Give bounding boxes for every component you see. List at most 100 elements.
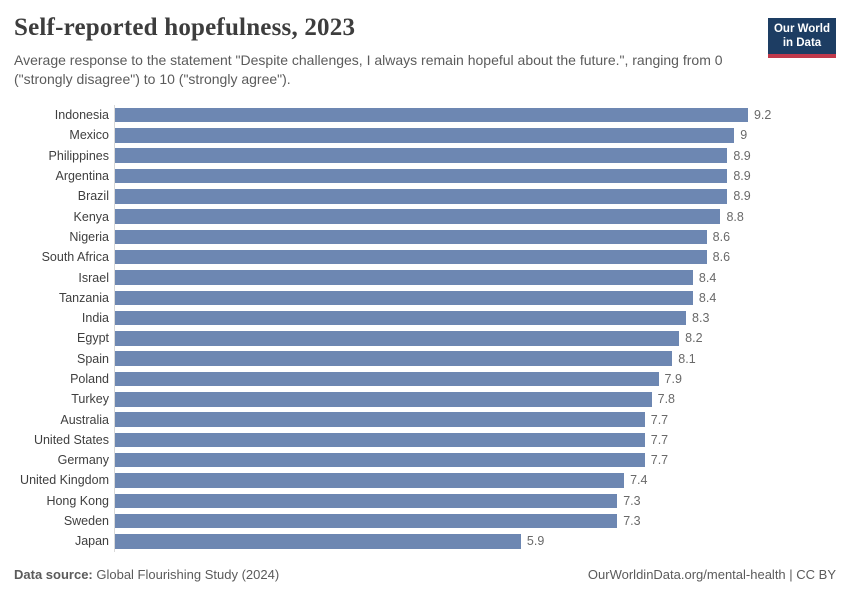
bar-row: Japan 5.9 [6, 531, 815, 552]
bar-track: 9 [114, 125, 815, 146]
bar-track: 8.9 [114, 145, 815, 166]
bar-track: 7.4 [114, 470, 815, 491]
data-source-label: Data source: [14, 567, 93, 582]
country-label: Philippines [48, 148, 109, 163]
value-label: 8.9 [733, 189, 751, 204]
bar-track: 7.8 [114, 389, 815, 410]
bar[interactable] [115, 189, 728, 204]
bar-track: 8.8 [114, 206, 815, 227]
bar-row: Egypt 8.2 [6, 328, 815, 349]
country-label: United Kingdom [20, 473, 109, 488]
country-label: South Africa [41, 250, 109, 265]
value-label: 8.3 [692, 311, 710, 326]
bar[interactable] [115, 331, 680, 346]
bar-row: Nigeria 8.6 [6, 226, 815, 248]
attribution: OurWorldinData.org/mental-health | CC BY [587, 567, 836, 582]
bar-row: Australia 7.7 [6, 409, 815, 430]
country-label: Egypt [77, 331, 109, 346]
bar[interactable] [115, 534, 521, 549]
bar-row: Philippines 8.9 [6, 145, 815, 166]
bar[interactable] [115, 351, 673, 366]
bar-track: 7.3 [114, 510, 815, 532]
bar-row: United States 7.7 [6, 429, 815, 451]
country-label: Mexico [69, 128, 109, 143]
bar[interactable] [115, 473, 625, 488]
bar-track: 8.9 [114, 165, 815, 187]
bar-track: 8.3 [114, 307, 815, 329]
bar[interactable] [115, 392, 652, 407]
chart-header: Self-reported hopefulness, 2023 Average … [14, 14, 836, 89]
value-label: 8.6 [712, 229, 731, 244]
bar[interactable] [115, 209, 721, 224]
country-label: Sweden [63, 514, 109, 529]
country-label: Australia [60, 412, 109, 427]
data-source: Data source: Global Flourishing Study (2… [14, 567, 279, 582]
country-label: India [81, 311, 109, 326]
bar[interactable] [115, 270, 693, 285]
country-label: Japan [74, 534, 109, 549]
chart-subtitle: Average response to the statement "Despi… [14, 52, 723, 87]
bar-row: South Africa 8.6 [6, 247, 815, 268]
bar-row: Brazil 8.9 [6, 186, 815, 207]
bar-row: Mexico 9 [6, 125, 815, 146]
value-label: 9.2 [753, 108, 772, 123]
bar-row: Argentina 8.9 [6, 165, 815, 187]
bar[interactable] [115, 310, 687, 326]
country-label: United States [33, 432, 109, 447]
bar-track: 8.2 [114, 328, 815, 349]
country-label: Germany [57, 453, 109, 468]
bar-track: 7.9 [114, 368, 815, 390]
country-label: Kenya [73, 209, 109, 224]
bar[interactable] [115, 432, 645, 448]
value-label: 8.9 [733, 169, 751, 184]
value-label: 8.4 [698, 270, 717, 285]
bar-row: Spain 8.1 [6, 348, 815, 369]
bar[interactable] [115, 290, 693, 306]
bar[interactable] [115, 128, 735, 143]
bar[interactable] [115, 249, 707, 265]
bar-track: 8.6 [114, 226, 815, 248]
bar[interactable] [115, 107, 748, 123]
value-label: 7.3 [623, 514, 641, 529]
value-label: 7.9 [664, 372, 682, 386]
bar[interactable] [115, 168, 728, 184]
value-label: 5.9 [526, 534, 545, 549]
country-label: Argentina [55, 169, 109, 184]
value-label: 7.7 [650, 453, 669, 468]
owid-logo-line1: Our World [773, 23, 830, 35]
value-label: 7.3 [623, 493, 641, 508]
value-label: 7.7 [650, 432, 669, 447]
bar-row: Turkey 7.8 [6, 389, 815, 410]
bar-chart: Indonesia 9.2 Mexico 9 Philippines 8.9 Argenti… [6, 105, 815, 552]
bar[interactable] [115, 229, 707, 245]
bar[interactable] [115, 452, 645, 468]
bar-row: Indonesia 9.2 [6, 105, 815, 126]
chart-title: Self-reported hopefulness, 2023 [14, 14, 356, 41]
country-label: Brazil [77, 189, 109, 204]
value-label: 8.4 [698, 290, 717, 305]
value-label: 8.8 [726, 209, 744, 224]
bar-track: 7.7 [114, 450, 815, 471]
country-label: Hong Kong [46, 493, 109, 508]
bar-track: 8.4 [114, 267, 815, 288]
country-label: Tanzania [58, 290, 109, 305]
bar-row: United Kingdom 7.4 [6, 470, 815, 491]
country-label: Israel [78, 270, 109, 285]
bar-track: 5.9 [114, 531, 815, 552]
value-label: 7.7 [650, 412, 669, 427]
bar-row: Sweden 7.3 [6, 510, 815, 532]
country-label: Nigeria [69, 229, 109, 244]
value-label: 8.9 [733, 148, 751, 163]
bar[interactable] [115, 493, 618, 509]
bar[interactable] [115, 412, 645, 427]
bar[interactable] [115, 371, 659, 387]
bar-row: Kenya 8.8 [6, 206, 815, 227]
data-source-value: Global Flourishing Study (2024) [92, 567, 280, 582]
bar-row: India 8.3 [6, 307, 815, 329]
value-label: 9 [740, 128, 748, 143]
bar[interactable] [115, 148, 728, 163]
bar[interactable] [115, 513, 618, 529]
bar-row: Poland 7.9 [6, 368, 815, 390]
value-label: 7.4 [630, 473, 648, 488]
bar-track: 7.3 [114, 490, 815, 511]
